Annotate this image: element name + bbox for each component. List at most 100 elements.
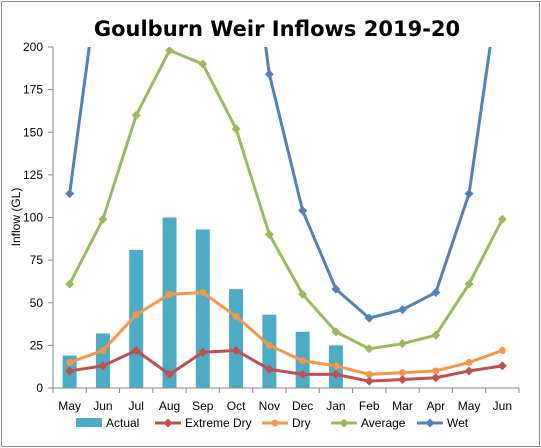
actual-bar (262, 314, 277, 388)
legend-marker-wet (425, 418, 435, 428)
x-tick-label: Jan (326, 399, 345, 413)
wet-point (431, 288, 441, 298)
y-tick-label: 125 (23, 168, 43, 182)
y-tick-label: 0 (36, 381, 43, 395)
dry-point (432, 367, 440, 375)
x-tick-label: Jun (493, 399, 512, 413)
legend-label-average: Average (361, 416, 406, 430)
extreme-dry-point (331, 369, 341, 379)
extreme-dry-point (264, 364, 274, 374)
x-tick-label: Jul (129, 399, 144, 413)
dry-line (68, 291, 504, 376)
average-point (131, 110, 141, 120)
x-tick-label: Dec (292, 399, 313, 413)
x-tick-label: May (58, 399, 81, 413)
legend-swatch-actual (76, 418, 102, 427)
extreme-dry-point (398, 374, 407, 384)
actual-bar (195, 229, 210, 388)
average-point (364, 344, 374, 354)
dry-point (132, 311, 140, 319)
y-axis-title: Inflow (GL) (9, 188, 23, 247)
average-point (331, 327, 341, 337)
x-tick-label: Nov (259, 399, 280, 413)
extreme-dry-point (131, 345, 141, 355)
series-lines (65, 47, 507, 386)
wet-point (298, 206, 308, 216)
dry-point (265, 341, 273, 349)
average-point (231, 124, 241, 134)
legend-marker-extreme-dry (163, 418, 173, 428)
extreme-dry-point (98, 361, 108, 371)
x-tick-label: Feb (359, 399, 380, 413)
extreme-dry-point (231, 345, 241, 355)
x-tick-label: Jun (93, 399, 112, 413)
x-tick-label: May (458, 399, 481, 413)
dry-point (365, 370, 373, 378)
wet-point (364, 313, 374, 323)
dry-point (166, 290, 173, 298)
average-point (497, 214, 507, 224)
actual-bar (229, 289, 244, 388)
x-tick-label: Mar (392, 399, 413, 413)
average-point (65, 279, 75, 289)
actual-bar (162, 217, 177, 388)
average-point (198, 59, 208, 69)
average-point (298, 289, 308, 299)
legend-marker-average (339, 418, 349, 428)
extreme-dry-line (68, 348, 504, 383)
x-tick-label: Apr (426, 399, 445, 413)
axes (48, 46, 520, 393)
average-line (68, 48, 504, 351)
legend-marker-dry (271, 419, 279, 427)
y-tick-label: 50 (30, 296, 44, 310)
dry-point (332, 362, 340, 370)
wet-point (331, 284, 341, 294)
y-tick-labels: 0 25 50 75 100 125 150 175 200 (23, 40, 43, 395)
extreme-dry-point (464, 366, 474, 376)
average-point (165, 47, 174, 55)
dry-point (399, 369, 406, 377)
y-tick-label: 175 (23, 83, 43, 97)
wet-line (68, 47, 492, 320)
dry-point (299, 357, 307, 365)
extreme-dry-point (165, 369, 174, 379)
x-tick-label: Sep (192, 399, 214, 413)
legend-label-dry: Dry (292, 416, 311, 430)
dry-point (465, 358, 473, 366)
y-tick-label: 25 (30, 338, 44, 352)
legend-label-extreme-dry: Extreme Dry (185, 416, 252, 430)
average-point (264, 230, 274, 240)
wet-point (398, 305, 407, 315)
chart-title: Goulburn Weir Inflows 2019-20 (94, 17, 460, 41)
average-point (98, 214, 108, 224)
legend-label-wet: Wet (447, 416, 469, 430)
y-tick-label: 200 (23, 40, 43, 54)
y-tick-label: 100 (23, 211, 43, 225)
legend: Actual Extreme Dry Dry Average Wet (76, 416, 469, 430)
extreme-dry-point (497, 361, 507, 371)
x-tick-labels: May Jun Jul Aug Sep Oct Nov Dec Jan Feb Mar Apr May J… (58, 399, 512, 413)
average-point (398, 339, 407, 349)
extreme-dry-point (298, 369, 308, 379)
wet-point (464, 189, 474, 199)
x-tick-label: Aug (159, 399, 180, 413)
wet-point (264, 69, 274, 79)
average-point (431, 330, 441, 340)
dry-point (66, 358, 74, 366)
actual-bar (95, 333, 110, 388)
extreme-dry-point (364, 376, 374, 386)
y-tick-label: 75 (30, 253, 44, 267)
wet-point (65, 189, 75, 199)
legend-label-actual: Actual (106, 416, 139, 430)
y-tick-label: 150 (23, 125, 43, 139)
dry-point (232, 312, 240, 320)
average-point (464, 279, 474, 289)
extreme-dry-point (198, 347, 208, 357)
dry-point (498, 346, 506, 354)
dry-point (199, 289, 207, 297)
dry-point (99, 346, 107, 354)
extreme-dry-point (431, 373, 441, 383)
extreme-dry-point (65, 366, 75, 376)
x-tick-label: Oct (227, 399, 246, 413)
